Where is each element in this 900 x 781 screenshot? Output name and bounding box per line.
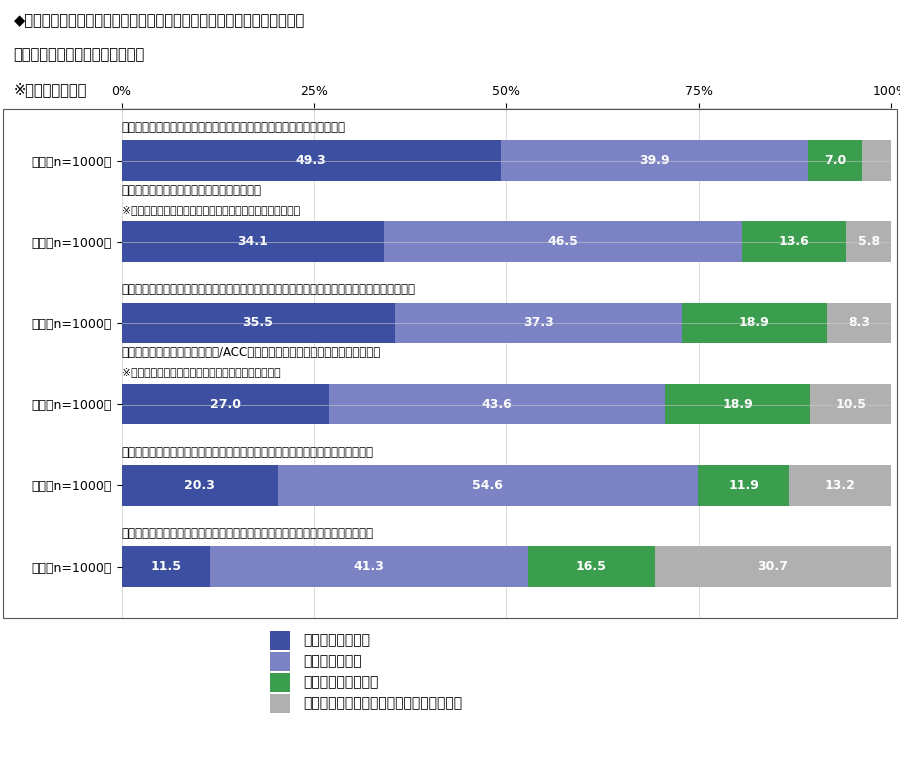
Text: 付けたいと思わない: 付けたいと思わない bbox=[303, 676, 379, 690]
Text: 20.3: 20.3 bbox=[184, 479, 215, 492]
Text: 37.3: 37.3 bbox=[523, 316, 554, 330]
Bar bbox=[665, 383, 810, 424]
Text: 39.9: 39.9 bbox=[639, 154, 670, 167]
Text: 13.6: 13.6 bbox=[778, 235, 809, 248]
Bar bbox=[210, 546, 527, 587]
Text: 27.0: 27.0 bbox=[210, 398, 241, 411]
Text: ※車間距離を適正に維持して前方の車に追従する機能: ※車間距離を適正に維持して前方の車に追従する機能 bbox=[122, 367, 280, 377]
Bar bbox=[384, 222, 742, 262]
Text: 出典元：ソニー損害保険株式会社「2022年　全国カーライフ実態調査」より: 出典元：ソニー損害保険株式会社「2022年 全国カーライフ実態調査」より bbox=[260, 744, 640, 762]
Bar bbox=[329, 383, 665, 424]
Text: 付けたいと思う: 付けたいと思う bbox=[303, 654, 362, 669]
Text: 18.9: 18.9 bbox=[722, 398, 753, 411]
Bar bbox=[862, 141, 891, 181]
Bar bbox=[122, 303, 395, 344]
Text: 《歩行者用エアバッグ（歩行者と衆突時に作動する歩行者用の衆撃緩和装置）》: 《歩行者用エアバッグ（歩行者と衆突時に作動する歩行者用の衆撃緩和装置）》 bbox=[122, 526, 374, 540]
Text: 10.5: 10.5 bbox=[835, 398, 866, 411]
Bar bbox=[698, 465, 789, 505]
Text: 34.1: 34.1 bbox=[238, 235, 268, 248]
Text: 18.9: 18.9 bbox=[739, 316, 770, 330]
Bar bbox=[827, 303, 891, 344]
Text: 5.8: 5.8 bbox=[858, 235, 879, 248]
Bar bbox=[270, 631, 290, 650]
Text: 付けていない場合は付けたいか: 付けていない場合は付けたいか bbox=[14, 48, 145, 62]
Text: 35.5: 35.5 bbox=[243, 316, 274, 330]
Text: 46.5: 46.5 bbox=[547, 235, 578, 248]
Text: 16.5: 16.5 bbox=[576, 560, 607, 573]
Bar bbox=[270, 673, 290, 692]
Text: 43.6: 43.6 bbox=[482, 398, 512, 411]
Bar bbox=[789, 465, 891, 505]
Text: 11.9: 11.9 bbox=[728, 479, 759, 492]
Text: 《定速走行・車間距離制御装置/ACC（アダプティブクルーズコントロール）》: 《定速走行・車間距離制御装置/ACC（アダプティブクルーズコントロール）》 bbox=[122, 347, 381, 359]
Bar bbox=[270, 694, 290, 713]
Bar bbox=[278, 465, 698, 505]
Bar bbox=[501, 141, 808, 181]
Bar bbox=[527, 546, 655, 587]
Bar bbox=[270, 652, 290, 671]
Text: 《ドライブレコーダー（車両の走行状態や事故状況を録画する装置）》: 《ドライブレコーダー（車両の走行状態や事故状況を録画する装置）》 bbox=[122, 121, 346, 134]
Text: ※前方の車と衆突しそうになったらブレーキが作動する機能: ※前方の車と衆突しそうになったらブレーキが作動する機能 bbox=[122, 205, 300, 215]
Text: 11.5: 11.5 bbox=[150, 560, 181, 573]
Text: ※各単一回答形式: ※各単一回答形式 bbox=[14, 82, 87, 97]
Bar bbox=[395, 303, 681, 344]
Text: 30.7: 30.7 bbox=[758, 560, 788, 573]
Bar bbox=[122, 222, 384, 262]
Bar bbox=[681, 303, 827, 344]
Text: ◆安全運転を支援する機能や装置を主に運転している車に付けているか、: ◆安全運転を支援する機能や装置を主に運転している車に付けているか、 bbox=[14, 13, 305, 28]
Text: すでに付いている: すでに付いている bbox=[303, 633, 370, 647]
Bar bbox=[122, 546, 210, 587]
Bar bbox=[742, 222, 846, 262]
Text: 《自動ブレーキ（衆突被害軽減ブレーキ）》: 《自動ブレーキ（衆突被害軽減ブレーキ）》 bbox=[122, 184, 262, 197]
Text: 7.0: 7.0 bbox=[824, 154, 846, 167]
Text: 《死角検知機能（自車の斜め後方など、死角に車がいたらお知らせする機能）》: 《死角検知機能（自車の斜め後方など、死角に車がいたらお知らせする機能）》 bbox=[122, 445, 374, 458]
Bar bbox=[122, 141, 501, 181]
Text: 《車線逸脱防止支援システム（車両のふらつきや車線からのはみだしをお知らせする機能）》: 《車線逸脱防止支援システム（車両のふらつきや車線からのはみだしをお知らせする機能… bbox=[122, 284, 416, 296]
Text: 54.6: 54.6 bbox=[472, 479, 503, 492]
Text: そのようなものがあることを知らなかった: そのようなものがあることを知らなかった bbox=[303, 697, 463, 711]
Bar bbox=[810, 383, 891, 424]
Text: 41.3: 41.3 bbox=[354, 560, 384, 573]
Text: 8.3: 8.3 bbox=[848, 316, 870, 330]
Bar bbox=[846, 222, 891, 262]
Text: 49.3: 49.3 bbox=[296, 154, 327, 167]
Bar bbox=[808, 141, 862, 181]
Bar bbox=[655, 546, 891, 587]
Bar bbox=[122, 383, 329, 424]
Bar bbox=[122, 465, 278, 505]
Text: 13.2: 13.2 bbox=[824, 479, 856, 492]
